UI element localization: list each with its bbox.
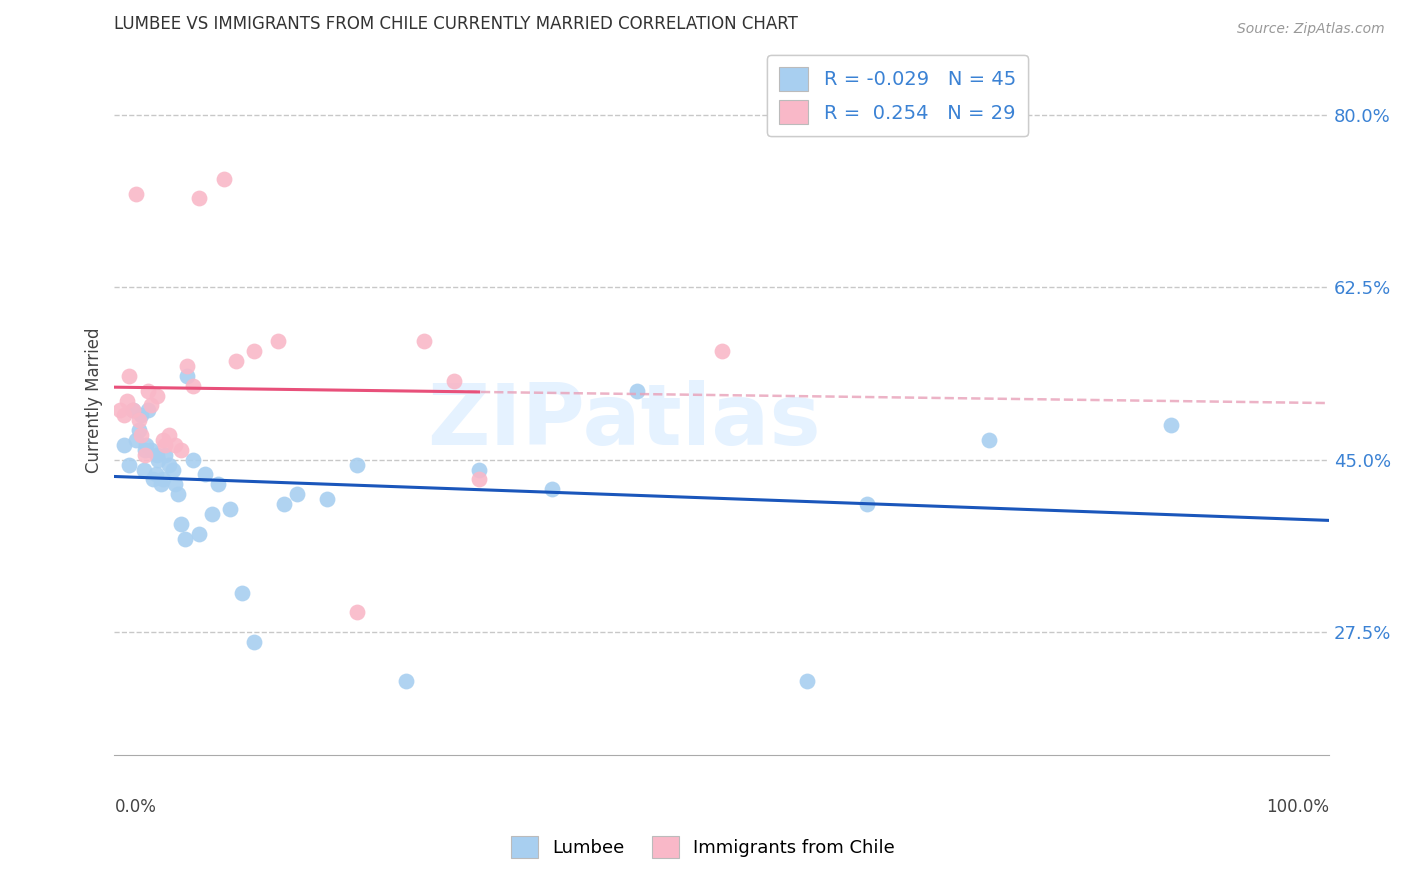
Point	[170, 516, 193, 531]
Point	[170, 442, 193, 457]
Point	[166, 487, 188, 501]
Point	[316, 492, 339, 507]
Point	[285, 487, 308, 501]
Point	[176, 368, 198, 383]
Point	[165, 438, 187, 452]
Point	[139, 442, 162, 457]
Y-axis label: Currently Married: Currently Married	[86, 327, 103, 474]
Point	[152, 472, 174, 486]
Legend: Lumbee, Immigrants from Chile: Lumbee, Immigrants from Chile	[503, 829, 903, 865]
Point	[162, 462, 184, 476]
Point	[212, 171, 235, 186]
Point	[139, 399, 162, 413]
Point	[231, 585, 253, 599]
Text: Source: ZipAtlas.com: Source: ZipAtlas.com	[1237, 22, 1385, 37]
Point	[149, 477, 172, 491]
Point	[626, 384, 648, 398]
Point	[1160, 418, 1182, 433]
Point	[138, 384, 160, 398]
Point	[796, 674, 818, 689]
Point	[183, 378, 205, 392]
Point	[346, 458, 368, 472]
Point	[188, 191, 211, 205]
Point	[200, 507, 222, 521]
Point	[118, 458, 141, 472]
Point	[225, 354, 247, 368]
Point	[273, 497, 295, 511]
Text: 100.0%: 100.0%	[1265, 798, 1329, 816]
Point	[118, 368, 141, 383]
Point	[173, 532, 195, 546]
Point	[110, 403, 132, 417]
Point	[135, 438, 157, 452]
Point	[157, 458, 180, 472]
Point	[146, 388, 169, 402]
Point	[125, 186, 148, 201]
Point	[128, 423, 150, 437]
Point	[138, 403, 160, 417]
Point	[142, 472, 165, 486]
Point	[218, 502, 240, 516]
Point	[243, 344, 266, 359]
Point	[115, 393, 138, 408]
Point	[413, 334, 436, 349]
Point	[112, 438, 135, 452]
Point	[125, 433, 148, 447]
Point	[129, 409, 152, 423]
Point	[134, 442, 156, 457]
Point	[194, 467, 217, 482]
Point	[856, 497, 879, 511]
Legend: R = -0.029   N = 45, R =  0.254   N = 29: R = -0.029 N = 45, R = 0.254 N = 29	[768, 55, 1028, 136]
Point	[346, 606, 368, 620]
Point	[395, 674, 418, 689]
Point	[176, 359, 198, 373]
Point	[977, 433, 1000, 447]
Point	[121, 403, 143, 417]
Point	[467, 462, 489, 476]
Point	[165, 477, 187, 491]
Point	[121, 403, 143, 417]
Point	[155, 448, 177, 462]
Point	[207, 477, 229, 491]
Point	[157, 428, 180, 442]
Point	[134, 448, 156, 462]
Point	[467, 472, 489, 486]
Point	[243, 635, 266, 649]
Point	[132, 462, 155, 476]
Point	[146, 452, 169, 467]
Point	[443, 374, 465, 388]
Point	[112, 409, 135, 423]
Point	[145, 467, 167, 482]
Point	[183, 452, 205, 467]
Point	[152, 433, 174, 447]
Point	[146, 448, 169, 462]
Text: 0.0%: 0.0%	[114, 798, 156, 816]
Text: ZIPatlas: ZIPatlas	[427, 380, 821, 463]
Point	[267, 334, 290, 349]
Point	[128, 413, 150, 427]
Point	[188, 526, 211, 541]
Text: LUMBEE VS IMMIGRANTS FROM CHILE CURRENTLY MARRIED CORRELATION CHART: LUMBEE VS IMMIGRANTS FROM CHILE CURRENTL…	[114, 15, 799, 33]
Point	[129, 428, 152, 442]
Point	[710, 344, 733, 359]
Point	[540, 482, 562, 496]
Point	[155, 438, 177, 452]
